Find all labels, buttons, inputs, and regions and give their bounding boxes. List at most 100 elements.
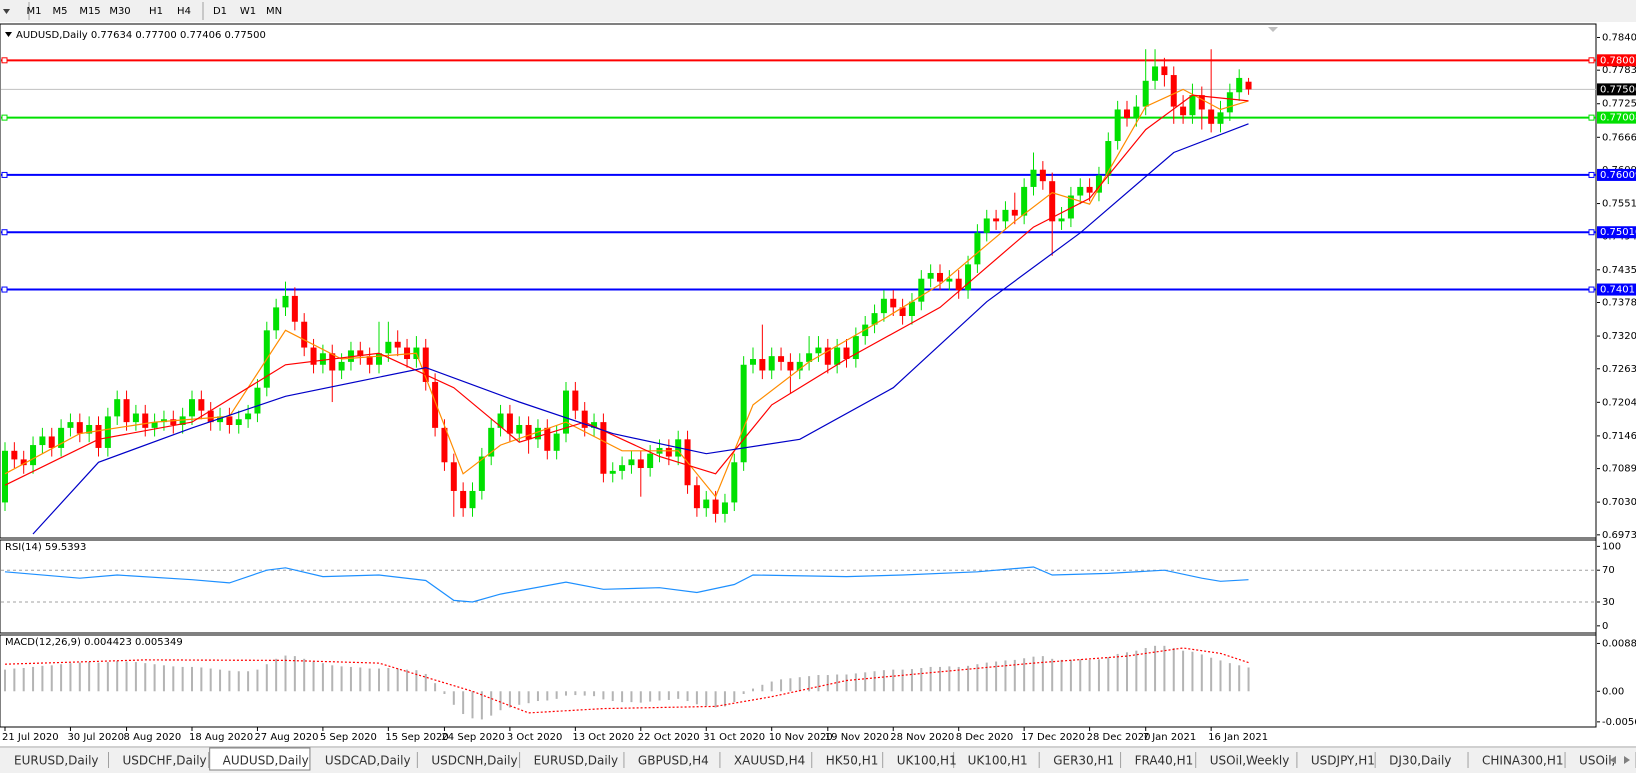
x-tick-label: 5 Sep 2020 — [320, 732, 377, 743]
level-handle[interactable] — [1588, 57, 1595, 64]
timeframe-button[interactable]: M5 — [53, 6, 68, 17]
active-tab[interactable] — [209, 747, 311, 771]
candle-body — [179, 416, 186, 425]
candle-body — [394, 341, 401, 348]
macd-bar — [340, 666, 343, 692]
tab[interactable]: FRA40,H1 — [1135, 754, 1194, 768]
tab[interactable]: UK100,H1 — [897, 754, 957, 768]
macd-bar — [976, 664, 979, 692]
menu-arrow[interactable] — [5, 32, 12, 37]
candle-body — [647, 453, 654, 469]
candle-body — [955, 278, 962, 291]
y-tick-label: 0.74355 — [1602, 265, 1636, 276]
macd-bar — [1238, 665, 1241, 692]
tab[interactable]: USOil,Weekly — [1210, 754, 1290, 768]
timeframe-button[interactable]: D1 — [213, 6, 227, 17]
macd-bar — [667, 691, 670, 700]
macd-bar — [808, 676, 811, 692]
toolbar-icon[interactable] — [3, 9, 10, 14]
tab[interactable]: GBPUSD,H4 — [638, 754, 709, 768]
x-tick-label: 16 Jan 2021 — [1208, 732, 1268, 743]
candle-body — [890, 298, 897, 308]
level-handle[interactable] — [1, 114, 8, 121]
level-handle[interactable] — [1588, 229, 1595, 236]
level-handle[interactable] — [1, 229, 8, 236]
tab-scroll[interactable] — [1624, 756, 1630, 764]
macd-bar — [50, 665, 53, 692]
candle-body — [48, 436, 55, 448]
level-handle[interactable] — [1588, 114, 1595, 121]
candle-body — [516, 424, 523, 434]
macd-bar — [1228, 663, 1231, 692]
macd-bar — [134, 662, 137, 692]
candle-body — [871, 313, 878, 325]
candle-body — [609, 470, 616, 474]
timeframe-button[interactable]: M30 — [109, 6, 130, 17]
level-handle[interactable] — [1588, 171, 1595, 178]
x-tick-label: 7 Jan 2021 — [1143, 732, 1197, 743]
tab[interactable]: USDCAD,Daily — [325, 754, 411, 768]
timeframe-button[interactable]: H4 — [177, 6, 191, 17]
timeframe-button[interactable]: M1 — [27, 6, 42, 17]
level-handle[interactable] — [1, 171, 8, 178]
candle-body — [189, 399, 195, 417]
level-label-box — [1597, 226, 1636, 239]
tab[interactable]: USDJPY,H1 — [1311, 754, 1375, 768]
tab[interactable]: USDCNH,Daily — [431, 754, 517, 768]
candle-body — [628, 459, 635, 466]
candle-body — [712, 499, 719, 514]
timeframe-button[interactable]: H1 — [149, 6, 163, 17]
candle-body — [506, 413, 513, 434]
macd-bar — [817, 675, 820, 692]
macd-bar — [191, 666, 193, 692]
macd-bar — [602, 691, 605, 700]
candle-body — [946, 278, 953, 282]
tab[interactable]: EURUSD,Daily — [534, 754, 619, 768]
candle-body — [151, 422, 158, 428]
candle-body — [432, 381, 439, 428]
candle-body — [160, 419, 167, 423]
level-handle[interactable] — [1588, 286, 1595, 293]
tab[interactable]: UK100,H1 — [968, 754, 1028, 768]
candle-body — [86, 424, 93, 434]
macd-bar — [611, 691, 614, 702]
candle-body — [937, 272, 943, 282]
y-tick-label: 30 — [1602, 597, 1615, 608]
tab[interactable]: DJ30,Daily — [1389, 754, 1451, 768]
candle-body — [581, 410, 588, 428]
tab[interactable]: USDCHF,Daily — [123, 754, 207, 768]
candle-body — [908, 301, 915, 316]
toolbar — [0, 0, 1636, 22]
level-label: 0.74011 — [1600, 285, 1636, 296]
tab-scroll[interactable] — [1610, 756, 1616, 764]
timeframe-button[interactable]: W1 — [240, 6, 256, 17]
timeframe-button[interactable]: MN — [266, 6, 282, 17]
macd-bar — [770, 681, 773, 692]
tab[interactable]: AUDUSD,Daily — [223, 754, 309, 768]
level-label-box — [1597, 283, 1636, 296]
tab[interactable]: GER30,H1 — [1053, 754, 1114, 768]
tab[interactable]: HK50,H1 — [826, 754, 879, 768]
candle-body — [338, 361, 345, 371]
x-tick-label: 24 Sep 2020 — [441, 732, 504, 743]
macd-bar — [32, 666, 35, 692]
macd-bar — [368, 668, 371, 692]
macd-bar — [1088, 659, 1091, 692]
candle-body — [1021, 186, 1028, 216]
candle-body — [1180, 106, 1187, 116]
tab[interactable]: EURUSD,Daily — [14, 754, 99, 768]
level-handle[interactable] — [1, 286, 8, 293]
candle-body — [142, 413, 149, 428]
macd-bar — [1107, 657, 1110, 692]
macd-bar — [565, 691, 567, 696]
candle-body — [245, 413, 252, 420]
tab[interactable]: CHINA300,H1 — [1482, 754, 1564, 768]
tab[interactable]: XAUUSD,H4 — [734, 754, 805, 768]
level-handle[interactable] — [1, 57, 8, 64]
tab[interactable]: USOil, — [1579, 754, 1615, 768]
macd-bar — [162, 665, 165, 692]
x-tick-label: 27 Aug 2020 — [254, 732, 318, 743]
timeframe-button[interactable]: M15 — [79, 6, 100, 17]
